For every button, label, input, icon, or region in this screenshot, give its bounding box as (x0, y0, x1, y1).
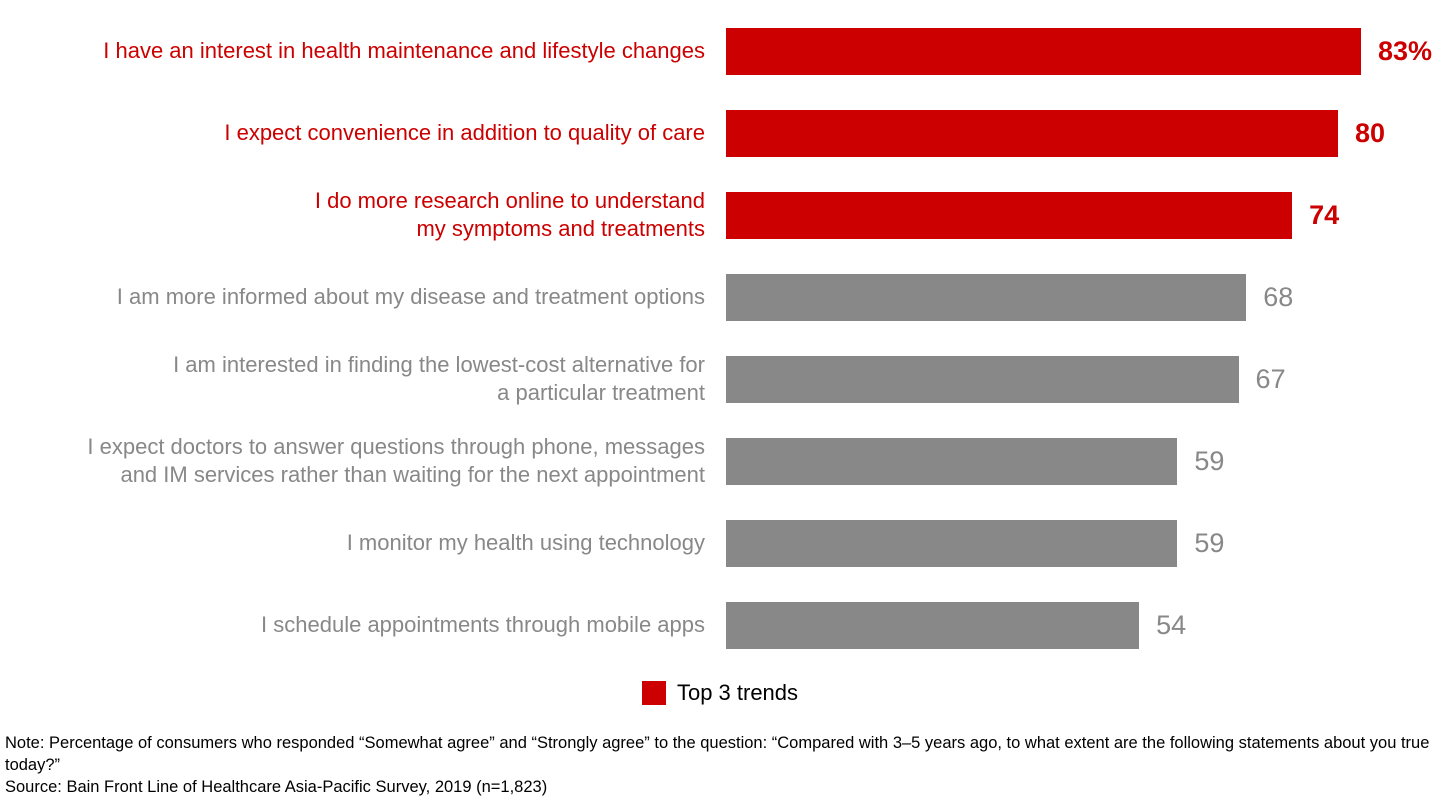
bar-label: I have an interest in health maintenance… (103, 37, 705, 63)
source-text: Source: Bain Front Line of Healthcare As… (5, 777, 548, 796)
bar-value: 68 (1263, 281, 1294, 312)
bar-area: 74 (705, 191, 1440, 239)
bar (726, 273, 1247, 321)
bar-label: I monitor my health using technology (346, 529, 705, 555)
bar-row: I am interested in finding the lowest-co… (0, 338, 1440, 420)
bar-value: 54 (1156, 609, 1187, 640)
bar-area: 67 (705, 355, 1440, 403)
bar-label: I do more research online to understand … (314, 187, 705, 241)
bar-row: I expect doctors to answer questions thr… (0, 420, 1440, 502)
bar-area: 83% (705, 27, 1440, 75)
bar-row: I schedule appointments through mobile a… (0, 584, 1440, 666)
bar-value: 59 (1194, 445, 1225, 476)
bar-value: 83% (1377, 35, 1432, 66)
bar-row: I expect convenience in addition to qual… (0, 92, 1440, 174)
bar-label: I am more informed about my disease and … (116, 283, 705, 309)
bar (726, 27, 1361, 75)
legend-label: Top 3 trends (676, 680, 799, 705)
bar-area: 80 (705, 109, 1440, 157)
bar-label: I schedule appointments through mobile a… (261, 611, 705, 637)
bar-value: 74 (1309, 199, 1340, 230)
bar (726, 519, 1178, 567)
bar-value: 67 (1255, 363, 1286, 394)
bar-row: I have an interest in health maintenance… (0, 10, 1440, 92)
legend: Top 3 trends (0, 680, 1440, 706)
bar-label: I am interested in finding the lowest-co… (173, 351, 705, 405)
bar-area: 68 (705, 273, 1440, 321)
bar-area: 59 (705, 437, 1440, 485)
bar-area: 54 (705, 601, 1440, 649)
bar-label: I expect convenience in addition to qual… (224, 119, 705, 145)
bar (726, 191, 1293, 239)
footnotes: Note: Percentage of consumers who respon… (5, 733, 1435, 798)
bar (726, 355, 1239, 403)
bar-rows: I have an interest in health maintenance… (0, 10, 1440, 666)
bar-area: 59 (705, 519, 1440, 567)
bar-row: I monitor my health using technology 59 (0, 502, 1440, 584)
bar-value: 80 (1355, 117, 1386, 148)
bar-row: I am more informed about my disease and … (0, 256, 1440, 338)
bar-row: I do more research online to understand … (0, 174, 1440, 256)
bar (726, 109, 1338, 157)
legend-swatch (641, 681, 666, 705)
note-text: Note: Percentage of consumers who respon… (5, 734, 1430, 774)
bar (726, 437, 1178, 485)
bar-value: 59 (1194, 527, 1225, 558)
bar-label: I expect doctors to answer questions thr… (87, 433, 705, 487)
bar (726, 601, 1140, 649)
